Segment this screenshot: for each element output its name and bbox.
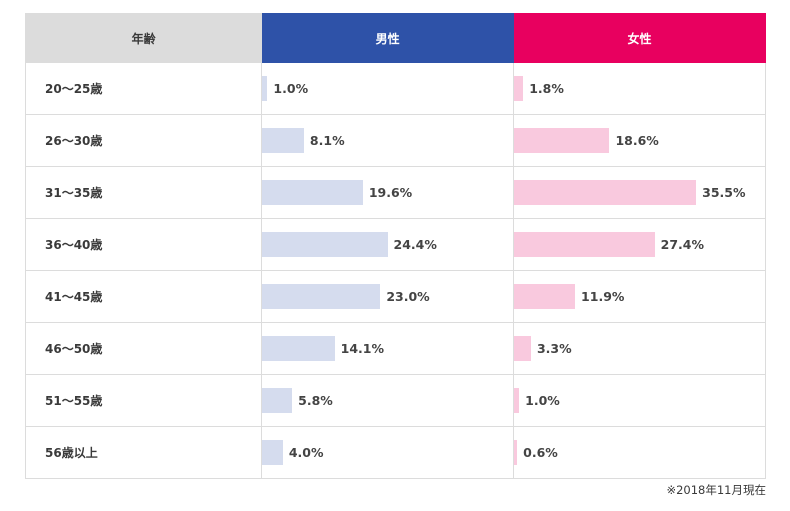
male-bar (262, 388, 293, 413)
male-bar (262, 284, 381, 309)
male-bar (262, 336, 335, 361)
male-cell: 24.4% (261, 218, 515, 271)
female-value: 35.5% (702, 185, 746, 200)
female-value: 11.9% (581, 289, 625, 304)
female-cell: 1.8% (513, 62, 766, 115)
male-cell: 5.8% (261, 374, 515, 427)
table-row: 46〜50歳 14.1% 3.3% (24, 322, 766, 375)
age-gender-table: 年齢 男性 女性 20〜25歳 1.0% 1.8% 26〜30歳 8.1% 18.6% 31… (24, 13, 766, 479)
age-label: 51〜55歳 (24, 374, 263, 427)
female-cell: 35.5% (513, 166, 766, 219)
age-label: 46〜50歳 (24, 322, 263, 375)
male-value: 8.1% (309, 133, 345, 148)
header-row: 年齢 男性 女性 (24, 13, 766, 63)
table-row: 20〜25歳 1.0% 1.8% (24, 62, 766, 115)
male-value: 5.8% (298, 393, 333, 408)
male-bar (262, 440, 283, 465)
male-value: 23.0% (386, 289, 430, 304)
male-bar (262, 232, 388, 257)
female-cell: 11.9% (513, 270, 766, 323)
table-row: 56歳以上 4.0% 0.6% (24, 426, 766, 479)
female-value: 18.6% (615, 133, 659, 148)
female-bar (514, 232, 655, 257)
female-cell: 18.6% (513, 114, 766, 167)
male-value: 4.0% (288, 445, 324, 460)
male-cell: 4.0% (261, 426, 515, 479)
female-cell: 0.6% (513, 426, 766, 479)
table-row: 51〜55歳 5.8% 1.0% (24, 374, 766, 427)
age-label: 31〜35歳 (24, 166, 263, 219)
female-bar (514, 388, 520, 413)
male-cell: 19.6% (261, 166, 515, 219)
female-value: 0.6% (523, 445, 558, 460)
date-note: ※2018年11月現在 (666, 483, 766, 497)
table-row: 41〜45歳 23.0% 11.9% (24, 270, 766, 323)
female-cell: 3.3% (513, 322, 766, 375)
header-female: 女性 (513, 13, 766, 63)
male-value: 19.6% (368, 185, 413, 200)
female-value: 1.8% (529, 81, 564, 96)
male-value: 14.1% (340, 341, 384, 356)
male-value: 24.4% (393, 237, 437, 252)
age-label: 41〜45歳 (24, 270, 263, 323)
table-row: 31〜35歳 19.6% 35.5% (24, 166, 766, 219)
male-bar (262, 76, 268, 101)
male-cell: 14.1% (261, 322, 515, 375)
male-cell: 8.1% (261, 114, 515, 167)
female-bar (514, 76, 524, 101)
male-bar (262, 180, 363, 205)
female-value: 3.3% (536, 341, 572, 356)
header-age: 年齢 (24, 13, 263, 63)
age-label: 26〜30歳 (24, 114, 263, 167)
male-bar (262, 128, 304, 153)
age-label: 56歳以上 (24, 426, 263, 479)
female-cell: 1.0% (513, 374, 766, 427)
female-value: 1.0% (525, 393, 560, 408)
male-cell: 1.0% (261, 62, 515, 115)
header-male: 男性 (261, 13, 515, 63)
female-bar (514, 440, 518, 465)
age-label: 36〜40歳 (24, 218, 263, 271)
age-label: 20〜25歳 (24, 62, 263, 115)
female-value: 27.4% (660, 237, 705, 252)
table-row: 36〜40歳 24.4% 27.4% (24, 218, 766, 271)
female-bar (514, 180, 697, 205)
female-bar (514, 336, 531, 361)
male-value: 1.0% (273, 81, 309, 96)
female-bar (514, 284, 576, 309)
female-bar (514, 128, 610, 153)
male-cell: 23.0% (261, 270, 515, 323)
table-row: 26〜30歳 8.1% 18.6% (24, 114, 766, 167)
female-cell: 27.4% (513, 218, 766, 271)
